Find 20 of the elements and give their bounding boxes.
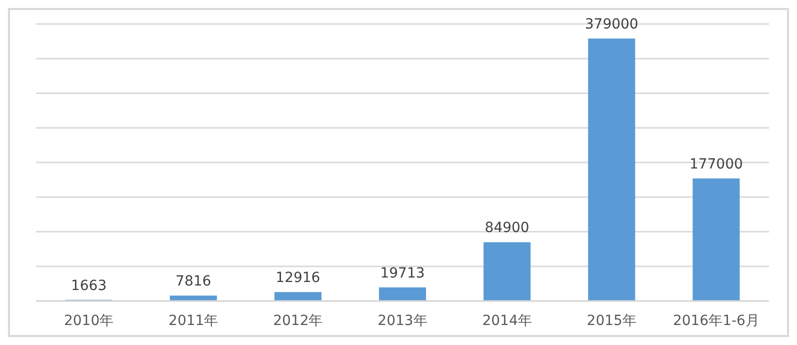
data-label: 84900	[484, 220, 530, 236]
bar	[274, 292, 322, 301]
data-label: 177000	[689, 156, 743, 172]
x-tick-label: 2014年	[482, 313, 532, 329]
x-tick-label: 2011年	[168, 313, 218, 329]
data-label: 7816	[176, 274, 212, 290]
bar	[378, 287, 426, 301]
x-tick-label: 2010年	[64, 313, 114, 329]
data-label: 12916	[276, 270, 320, 286]
bar	[588, 38, 636, 301]
data-label: 19713	[380, 265, 425, 282]
x-tick-label: 2013年	[378, 313, 428, 329]
bar	[484, 242, 531, 301]
x-tick-label: 2012年	[273, 313, 323, 329]
data-label: 379000	[584, 16, 638, 33]
data-label: 1663	[70, 278, 107, 294]
x-tick-label: 2015年	[586, 313, 636, 329]
x-tick-label: 2016年1-6月	[672, 313, 760, 329]
bar	[170, 296, 217, 301]
bar	[692, 178, 740, 301]
